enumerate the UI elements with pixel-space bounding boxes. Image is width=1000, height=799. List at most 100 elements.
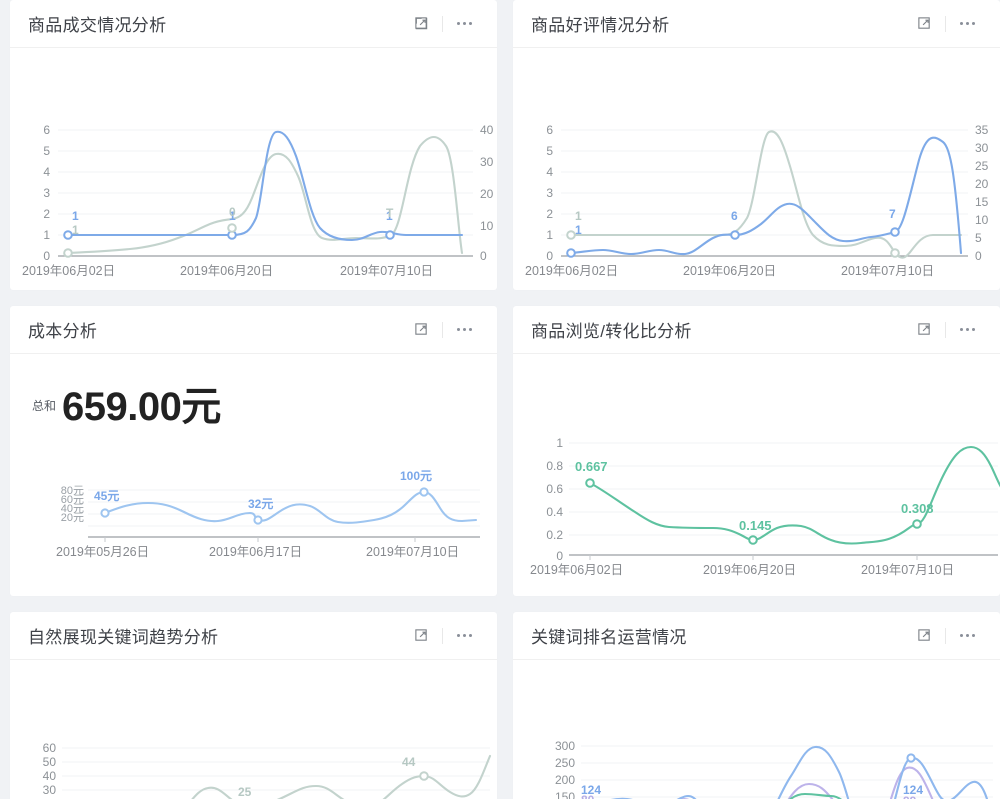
- svg-text:45元: 45元: [94, 489, 119, 503]
- y-ticks: 300 250 200 150 100 50: [555, 739, 575, 799]
- svg-text:15: 15: [975, 195, 989, 209]
- expand-icon[interactable]: [907, 10, 941, 38]
- chart-sales[interactable]: 6 5 4 3 2 1 0 40 30 20 10 0: [10, 48, 497, 278]
- kpi-total: 总和 659.00元: [10, 354, 497, 432]
- svg-text:6: 6: [43, 123, 50, 137]
- data-labels: 3 25 44: [238, 755, 416, 799]
- card-chart-area: 1 0.8 0.6 0.4 0.2 0: [513, 354, 1000, 584]
- svg-text:0: 0: [546, 249, 553, 263]
- card-cost: 成本分析 总和 659.00元: [10, 306, 497, 596]
- more-options-icon[interactable]: [950, 622, 984, 650]
- svg-text:2019年06月17日: 2019年06月17日: [209, 545, 302, 559]
- svg-text:5: 5: [975, 231, 982, 245]
- card-header: 商品成交情况分析: [10, 0, 497, 48]
- svg-text:100元: 100元: [400, 469, 432, 483]
- svg-text:1: 1: [386, 209, 393, 223]
- gridlines: [561, 129, 968, 236]
- chart-keyword-trend[interactable]: 60 50 40 30 20 10 0: [10, 660, 497, 799]
- card-header: 自然展现关键词趋势分析: [10, 612, 497, 660]
- svg-text:124: 124: [903, 783, 923, 797]
- y-right-ticks: 40 30 20 10 0: [480, 123, 494, 263]
- expand-icon[interactable]: [404, 316, 438, 344]
- svg-text:1: 1: [556, 436, 563, 450]
- svg-text:300: 300: [555, 739, 575, 753]
- svg-text:3: 3: [43, 186, 50, 200]
- svg-text:99: 99: [903, 794, 917, 799]
- svg-text:10: 10: [975, 213, 989, 227]
- card-header: 成本分析: [10, 306, 497, 354]
- card-header: 商品好评情况分析: [513, 0, 1000, 48]
- svg-text:2019年07月10日: 2019年07月10日: [340, 264, 433, 278]
- svg-text:60元: 60元: [61, 494, 84, 506]
- svg-text:25: 25: [238, 785, 252, 799]
- x-ticks: [104, 537, 416, 542]
- svg-text:124: 124: [581, 783, 601, 797]
- expand-icon[interactable]: [907, 316, 941, 344]
- svg-text:2019年06月02日: 2019年06月02日: [530, 563, 623, 577]
- svg-text:20: 20: [480, 187, 494, 201]
- card-title: 成本分析: [28, 322, 98, 341]
- kpi-value: 659.00元: [62, 385, 221, 429]
- data-labels: 45元 32元 100元: [94, 469, 432, 511]
- more-options-icon[interactable]: [950, 316, 984, 344]
- card-reviews: 商品好评情况分析: [513, 0, 1000, 290]
- series-markers: [906, 753, 916, 763]
- svg-text:1: 1: [72, 209, 79, 223]
- svg-text:3: 3: [546, 186, 553, 200]
- expand-icon[interactable]: [907, 622, 941, 650]
- gridlines: [581, 745, 993, 798]
- card-header-actions: [907, 622, 984, 650]
- series-line-blue: [66, 130, 464, 242]
- more-options-icon[interactable]: [447, 622, 481, 650]
- svg-text:0.308: 0.308: [901, 501, 934, 516]
- svg-text:2019年06月02日: 2019年06月02日: [525, 264, 618, 278]
- chart-keyword-rank[interactable]: 300 250 200 150 100 50: [513, 660, 1000, 799]
- card-header-actions: [907, 316, 984, 344]
- svg-text:20: 20: [43, 797, 57, 799]
- svg-text:30: 30: [43, 783, 57, 797]
- svg-text:1: 1: [575, 223, 582, 237]
- svg-text:44: 44: [402, 755, 416, 769]
- x-axis-labels: 2019年06月02日 2019年06月20日 2019年07月10日: [525, 264, 934, 278]
- card-title: 商品好评情况分析: [531, 16, 670, 35]
- series-line-green: [588, 445, 1000, 545]
- card-chart-area: 60 50 40 30 20 10 0: [10, 660, 497, 799]
- chart-cost[interactable]: 80元 60元 40元 20元 45元 3: [10, 432, 497, 562]
- header-divider: [442, 321, 443, 338]
- series-line-blue: [103, 490, 478, 524]
- svg-text:40: 40: [480, 123, 494, 137]
- more-options-icon[interactable]: [447, 316, 481, 344]
- series-markers: [63, 223, 395, 258]
- gridlines: [58, 129, 473, 236]
- card-title: 商品成交情况分析: [28, 16, 167, 35]
- chart-conversion[interactable]: 1 0.8 0.6 0.4 0.2 0: [513, 354, 1000, 584]
- svg-text:86: 86: [581, 796, 595, 799]
- svg-text:1: 1: [546, 228, 553, 242]
- svg-text:25: 25: [975, 159, 989, 173]
- svg-text:35: 35: [975, 123, 989, 137]
- svg-text:4: 4: [546, 165, 553, 179]
- more-options-icon[interactable]: [950, 10, 984, 38]
- svg-text:2019年06月20日: 2019年06月20日: [683, 264, 776, 278]
- svg-text:20: 20: [975, 177, 989, 191]
- svg-text:30: 30: [975, 141, 989, 155]
- svg-text:2019年05月26日: 2019年05月26日: [56, 545, 149, 559]
- card-header: 商品浏览/转化比分析: [513, 306, 1000, 354]
- svg-text:0: 0: [975, 249, 982, 263]
- card-chart-area: 总和 659.00元 80元 60元 40元 20元: [10, 354, 497, 562]
- chart-reviews[interactable]: 6 5 4 3 2 1 0 35 30 25 20 15 10 5 0: [513, 48, 1000, 278]
- expand-icon[interactable]: [404, 10, 438, 38]
- header-divider: [442, 627, 443, 644]
- svg-text:2019年06月02日: 2019年06月02日: [22, 264, 115, 278]
- svg-text:50: 50: [43, 755, 57, 769]
- series-markers: [419, 771, 429, 781]
- card-sales: 商品成交情况分析: [10, 0, 497, 290]
- svg-text:2019年07月10日: 2019年07月10日: [861, 563, 954, 577]
- more-options-icon[interactable]: [447, 10, 481, 38]
- svg-text:80元: 80元: [61, 485, 84, 497]
- expand-icon[interactable]: [404, 622, 438, 650]
- svg-text:T: T: [386, 206, 394, 220]
- series-line-blue: [569, 136, 963, 256]
- svg-text:0.2: 0.2: [546, 528, 563, 542]
- series-markers: [100, 487, 429, 525]
